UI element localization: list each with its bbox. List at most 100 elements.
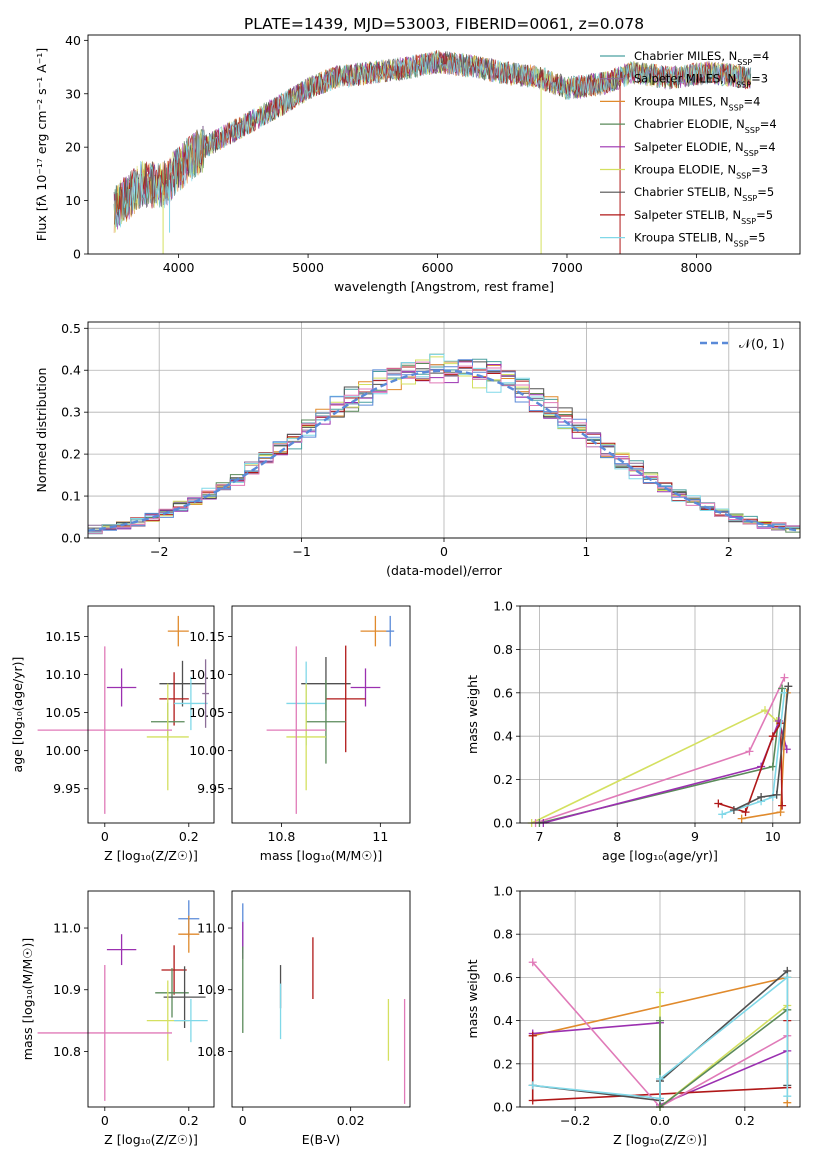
- errorbar-pink: [266, 646, 326, 814]
- weight-marker: [656, 1074, 664, 1083]
- age_vs_mass-axes: 10.8 11 9.95 10.00 10.05 10.10 10.15 mass [log₁…: [189, 629, 388, 863]
- x-tick-label: 10: [765, 829, 781, 844]
- mass_weight_vs_age-axes: 7 8 9 10 0.0 0.2 0.4 0.6 0.8 1.0 age [log₁₀(age/yr…: [465, 599, 800, 863]
- weight-marker: [780, 673, 789, 682]
- y-tick-label: 11.0: [53, 921, 81, 936]
- y-tick-label: 11.0: [197, 921, 225, 936]
- errorbar-salpeter-stelib: [161, 945, 187, 995]
- y-tick-label: 10.15: [45, 629, 81, 644]
- weight-line: [659, 992, 788, 1109]
- errorbar-salpeter-elodie: [106, 668, 137, 707]
- weight-marker: [528, 1081, 537, 1090]
- y-tick-label: 0.6: [493, 970, 513, 985]
- x-tick-label: 11: [372, 829, 388, 844]
- weight-marker: [729, 805, 738, 814]
- x-tick-label: 1: [582, 544, 590, 559]
- mass_vs_Z-frame: [87, 890, 215, 1108]
- errorbar-salpeter-stelib: [159, 672, 189, 726]
- weight-marker: [656, 988, 664, 997]
- mass_vs_ebv-frame: [231, 890, 411, 1108]
- weight-marker: [656, 1016, 664, 1025]
- weight-marker: [714, 799, 723, 808]
- x-tick-label: 0.2: [735, 1113, 755, 1128]
- normal-legend-label: 𝒩(0, 1): [739, 336, 785, 351]
- errorbar-kroupa-elodie: [146, 683, 189, 791]
- y-tick-label: 9.95: [53, 781, 81, 796]
- x-tick-label: 7: [535, 829, 543, 844]
- mass_vs_ebv-axes: 0 0.02 10.8 10.9 11.0 E(B-V): [197, 921, 364, 1147]
- y-axis-label: mass weight: [465, 675, 480, 754]
- weight-marker: [776, 808, 785, 817]
- errorbar-salpeter-miles: [202, 659, 209, 728]
- weight-marker: [783, 1092, 792, 1101]
- weight-marker: [772, 790, 781, 799]
- x-axis-label: age [log₁₀(age/yr)]: [602, 848, 718, 863]
- weight-marker: [761, 706, 769, 715]
- figure-title: PLATE=1439, MJD=53003, FIBERID=0061, z=0…: [244, 15, 644, 33]
- y-tick-label: 10.00: [45, 743, 81, 758]
- histogram-series: [88, 361, 800, 536]
- weight-marker: [718, 810, 727, 819]
- x-axis-label: Z [log₁₀(Z/Z☉)]: [104, 848, 198, 863]
- legend-entry: Kroupa MILES, NSSP=4: [634, 94, 760, 112]
- legend-entry: Salpeter ELODIE, NSSP=4: [634, 140, 776, 158]
- weight-line: [531, 709, 778, 824]
- errorbar-salpeter-elodie: [106, 934, 137, 966]
- mass_weight_vs_age-frame: [519, 605, 801, 824]
- y-tick-label: 0.2: [493, 1056, 513, 1071]
- spectrum-salpeter-stelib: [114, 50, 751, 224]
- x-tick-label: −0.2: [560, 1113, 590, 1128]
- plots-layer: 4000 5000 6000 7000 8000010203040wavelength …: [10, 33, 801, 1147]
- weight-series-kroupa-stelib: [718, 688, 789, 819]
- y-tick-label: 0.8: [493, 642, 513, 657]
- legend-entry: Kroupa STELIB, NSSP=5: [634, 231, 765, 249]
- x-tick-label: 0.0: [650, 1113, 670, 1128]
- legend-entry: Chabrier MILES, NSSP=4: [634, 49, 769, 67]
- x-axis-label: mass [log₁₀(M/M☉)]: [260, 848, 382, 863]
- weight-series-chabrier-stelib: [729, 682, 793, 814]
- errorbar-salpeter-elodie: [350, 668, 381, 707]
- spectrum-frame: [87, 34, 801, 255]
- mass_weight_vs_Z-frame: [519, 890, 801, 1108]
- y-tick-label: 0.4: [61, 363, 81, 378]
- y-axis-label: Normed distribution: [34, 368, 49, 493]
- y-tick-label: 10: [65, 193, 81, 208]
- errorbar-kroupa-miles: [178, 915, 200, 953]
- errorbar-chabrier-stelib: [163, 966, 206, 1029]
- y-tick-label: 10.8: [197, 1044, 225, 1059]
- histogram-frame: [87, 321, 801, 539]
- errorbar-kroupa-miles: [360, 615, 391, 647]
- errorbar-pink: [37, 965, 172, 1101]
- x-tick-label: 10.8: [268, 829, 296, 844]
- y-tick-label: 0.3: [61, 405, 81, 420]
- histogram-steps: [88, 353, 800, 537]
- legend-entry: Chabrier ELODIE, NSSP=4: [634, 117, 777, 135]
- y-tick-label: 0.1: [61, 489, 81, 504]
- weight-series-kroupa-stelib: [528, 973, 792, 1103]
- y-tick-label: 0.2: [61, 447, 81, 462]
- x-tick-label: 0: [440, 544, 448, 559]
- weight-marker: [778, 801, 787, 810]
- weight-marker: [737, 814, 746, 823]
- x-tick-label: 0.2: [179, 1113, 199, 1128]
- y-axis-label: age [log₁₀(age/yr)]: [10, 657, 25, 773]
- weight-line: [721, 692, 786, 816]
- y-axis-label: Flux [fλ 10⁻¹⁷ erg cm⁻² s⁻¹ A⁻¹]: [34, 48, 49, 241]
- y-tick-label: 0.0: [61, 531, 81, 546]
- weight-marker: [745, 747, 754, 756]
- errorbar-salpeter-stelib: [325, 645, 366, 753]
- weight-marker: [784, 682, 793, 691]
- y-tick-label: 10.9: [197, 982, 225, 997]
- y-tick-label: 0.0: [493, 1100, 513, 1115]
- errorbar-kroupa-elodie: [286, 683, 326, 791]
- x-axis-label: E(B-V): [302, 1132, 341, 1147]
- y-tick-label: 10.05: [189, 705, 225, 720]
- y-tick-label: 10.10: [45, 667, 81, 682]
- legend-entry: Salpeter MILES, NSSP=3: [634, 72, 768, 90]
- weight-marker: [741, 808, 750, 817]
- spectrum-kroupa-stelib: [114, 51, 751, 228]
- y-tick-label: 9.95: [197, 781, 225, 796]
- weight-line: [535, 677, 786, 824]
- y-tick-label: 10.15: [189, 629, 225, 644]
- weight-marker: [768, 732, 777, 741]
